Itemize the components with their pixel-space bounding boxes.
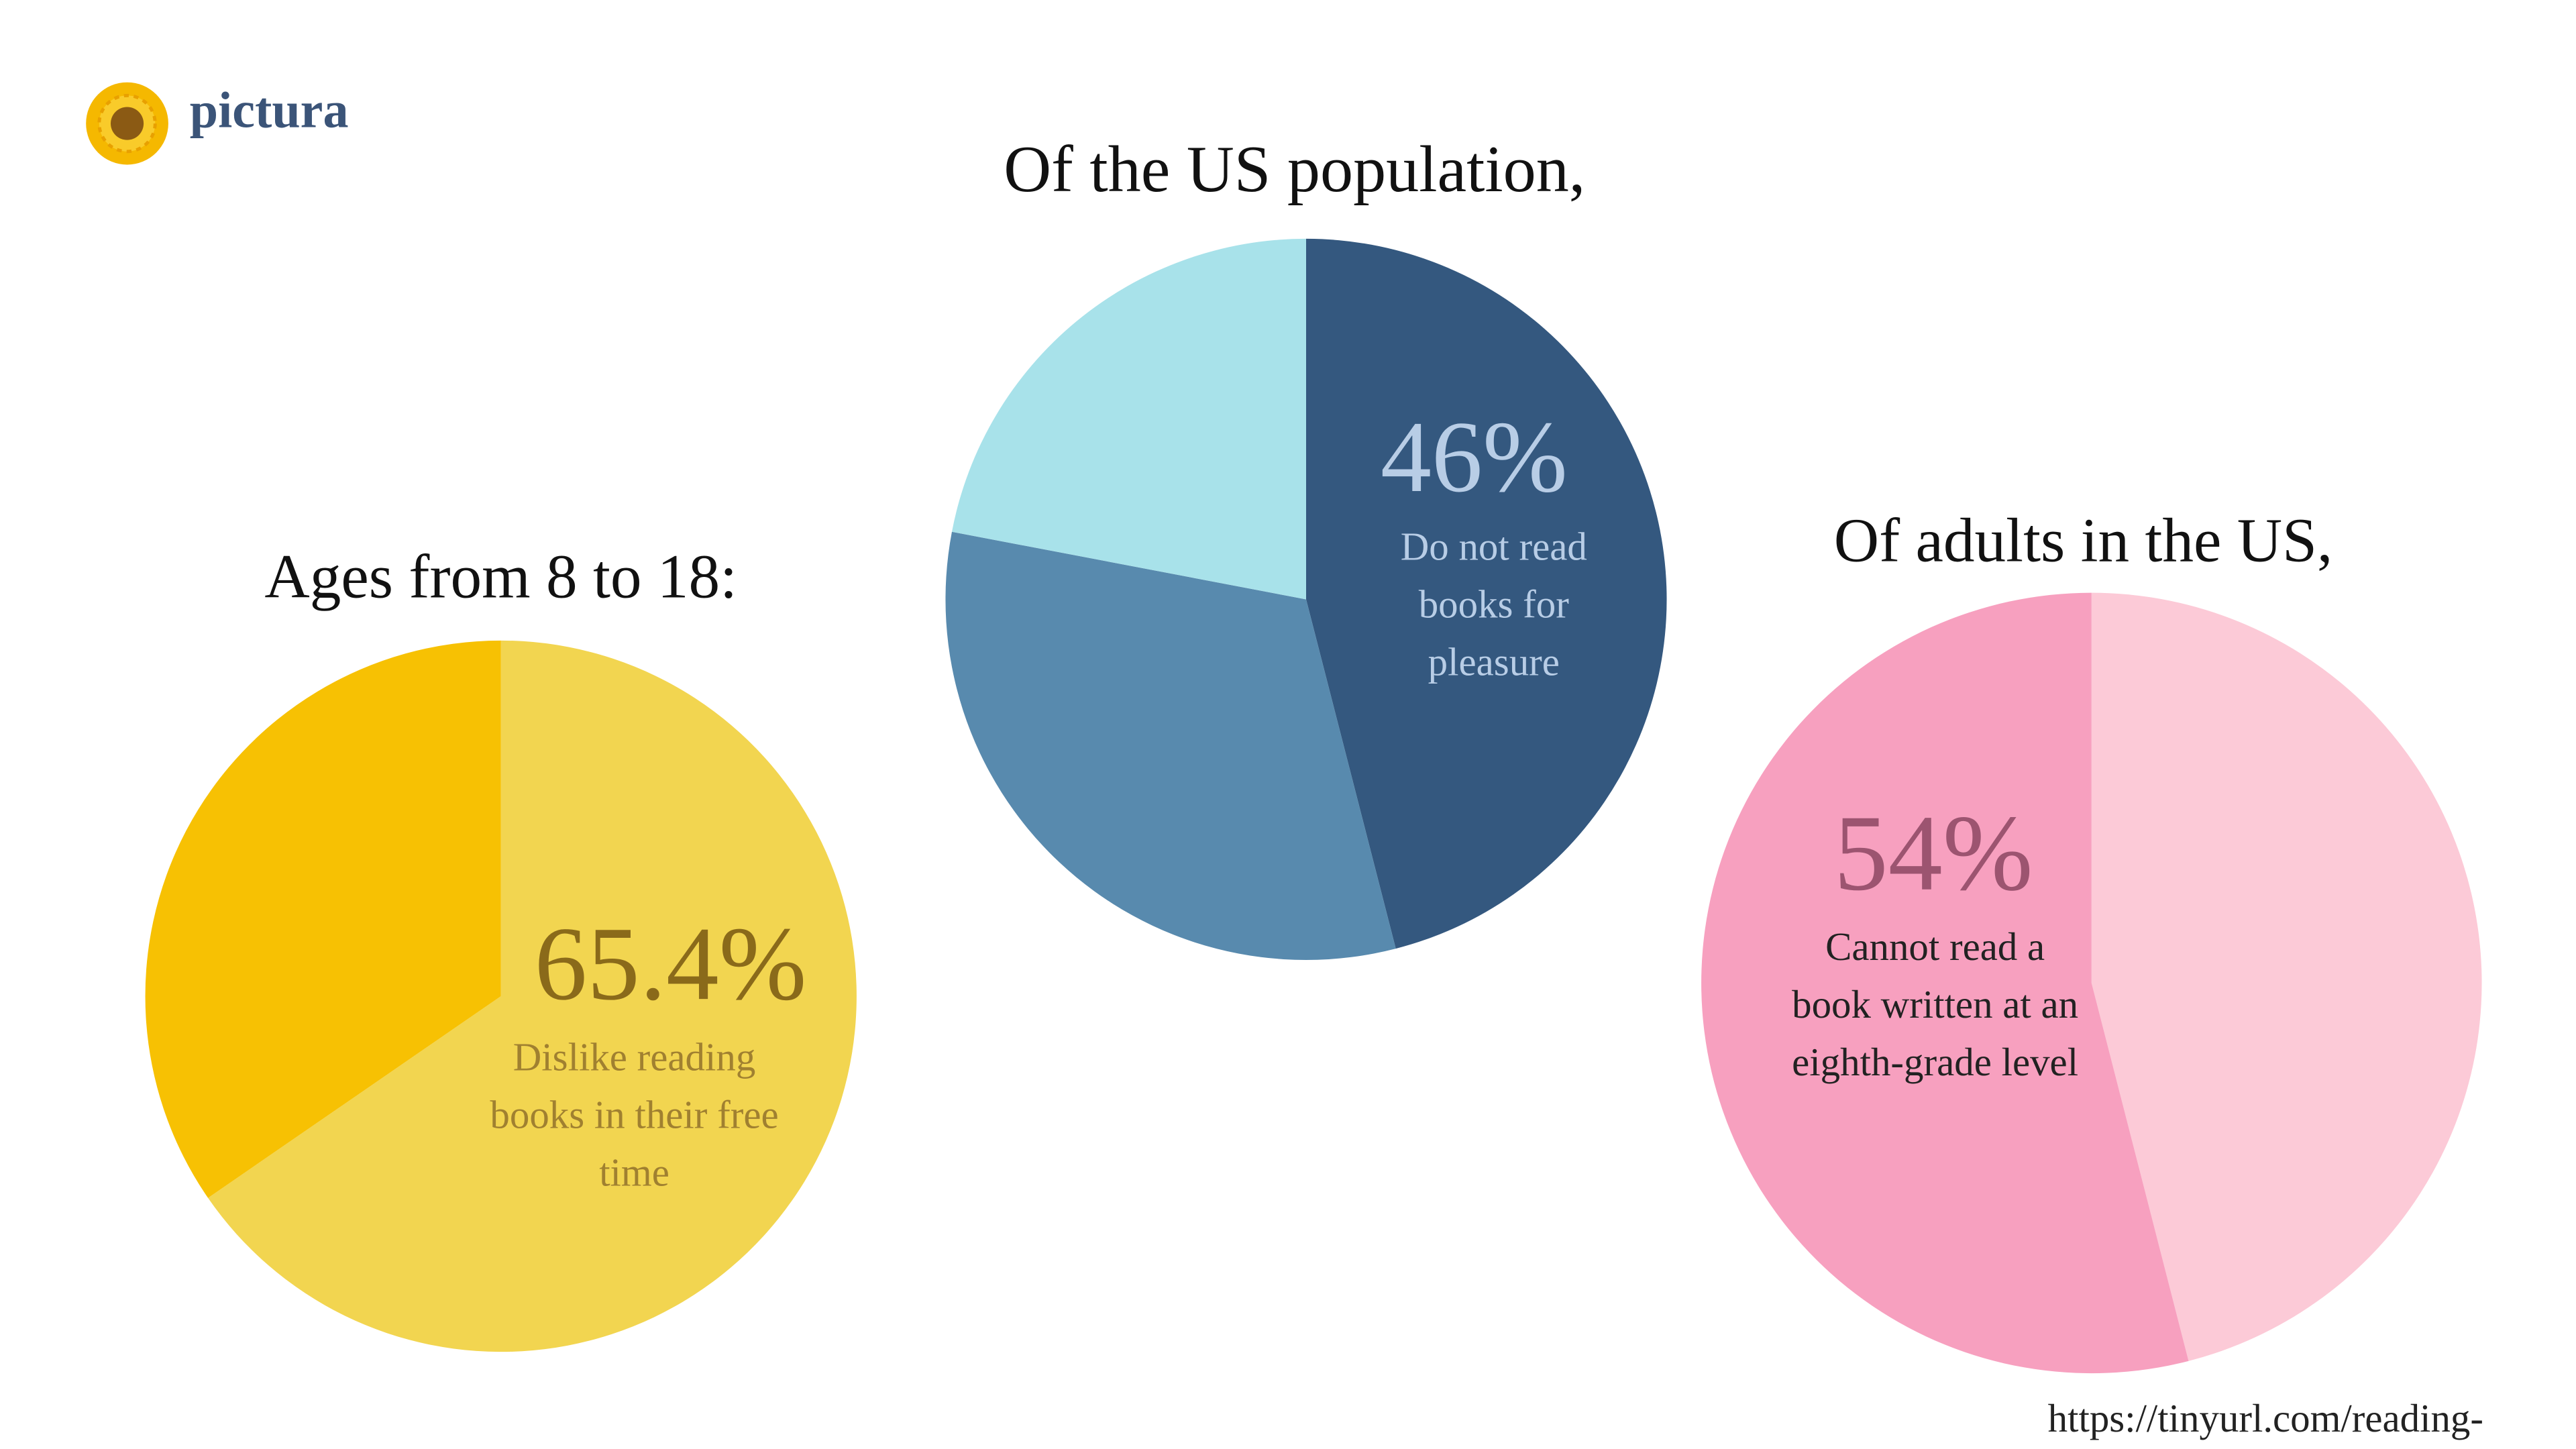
- logo-icon: [86, 82, 168, 165]
- annotation-box: Dislike reading books in their free time: [490, 1037, 779, 1195]
- pie-slice: [1306, 238, 1667, 949]
- pie-slice: [945, 531, 1396, 960]
- annotation: Cannot read a book written at an eighth-…: [1792, 926, 2079, 1085]
- chart-title: Ages from 8 to 18:: [264, 542, 737, 611]
- pie-slice: [145, 640, 501, 1198]
- value-label: 65.4%: [535, 905, 807, 1022]
- brand: pictura: [190, 82, 349, 138]
- pie-slice: [951, 238, 1306, 600]
- annotation-box: Cannot read a book written at an eighth-…: [1792, 926, 2079, 1085]
- pie-slice: [2091, 592, 2482, 1361]
- value-label: 54%: [1834, 794, 2033, 914]
- pie-slice: [208, 640, 857, 1352]
- source-link: https://tinyurl.com/reading-: [2048, 1397, 2483, 1440]
- pie-slice: [1701, 592, 2189, 1374]
- annotation-box: Do not read books for pleasure: [1400, 527, 1587, 685]
- chart-title: Of adults in the US,: [1834, 506, 2332, 575]
- annotation: Dislike reading books in their free time: [490, 1037, 779, 1195]
- chart-title: Of the US population,: [1004, 133, 1585, 206]
- value-label: 46%: [1381, 400, 1568, 513]
- annotation: Do not read books for pleasure: [1400, 527, 1587, 685]
